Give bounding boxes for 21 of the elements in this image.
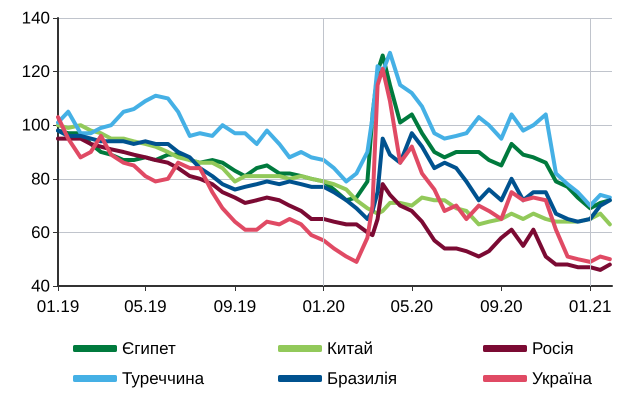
y-tick-label: 100 <box>22 116 50 135</box>
legend-label: Китай <box>327 339 373 358</box>
legend-label: Україна <box>532 369 592 388</box>
legend-label: Єгипет <box>122 339 176 358</box>
x-tick-label: 05.19 <box>124 297 167 316</box>
legend-label: Туреччина <box>122 369 205 388</box>
y-tick-label: 140 <box>22 8 50 28</box>
y-tick-label: 60 <box>31 222 50 242</box>
legend-label: Росія <box>532 339 574 358</box>
y-tick-label: 40 <box>31 276 50 296</box>
x-tick-label: 05.20 <box>390 297 434 316</box>
x-tick-label: 01.19 <box>36 297 80 316</box>
x-tick-label: 01.20 <box>302 297 345 316</box>
x-tick-label: 01.21 <box>568 297 612 316</box>
x-tick-label: 09.19 <box>214 297 256 316</box>
line-series <box>56 66 612 264</box>
x-tick-label: 09.20 <box>480 297 523 316</box>
line-series <box>56 136 612 272</box>
y-tick-label: 80 <box>31 169 50 188</box>
y-tick-label: 120 <box>22 62 50 82</box>
legend-label: Бразилія <box>327 369 398 388</box>
